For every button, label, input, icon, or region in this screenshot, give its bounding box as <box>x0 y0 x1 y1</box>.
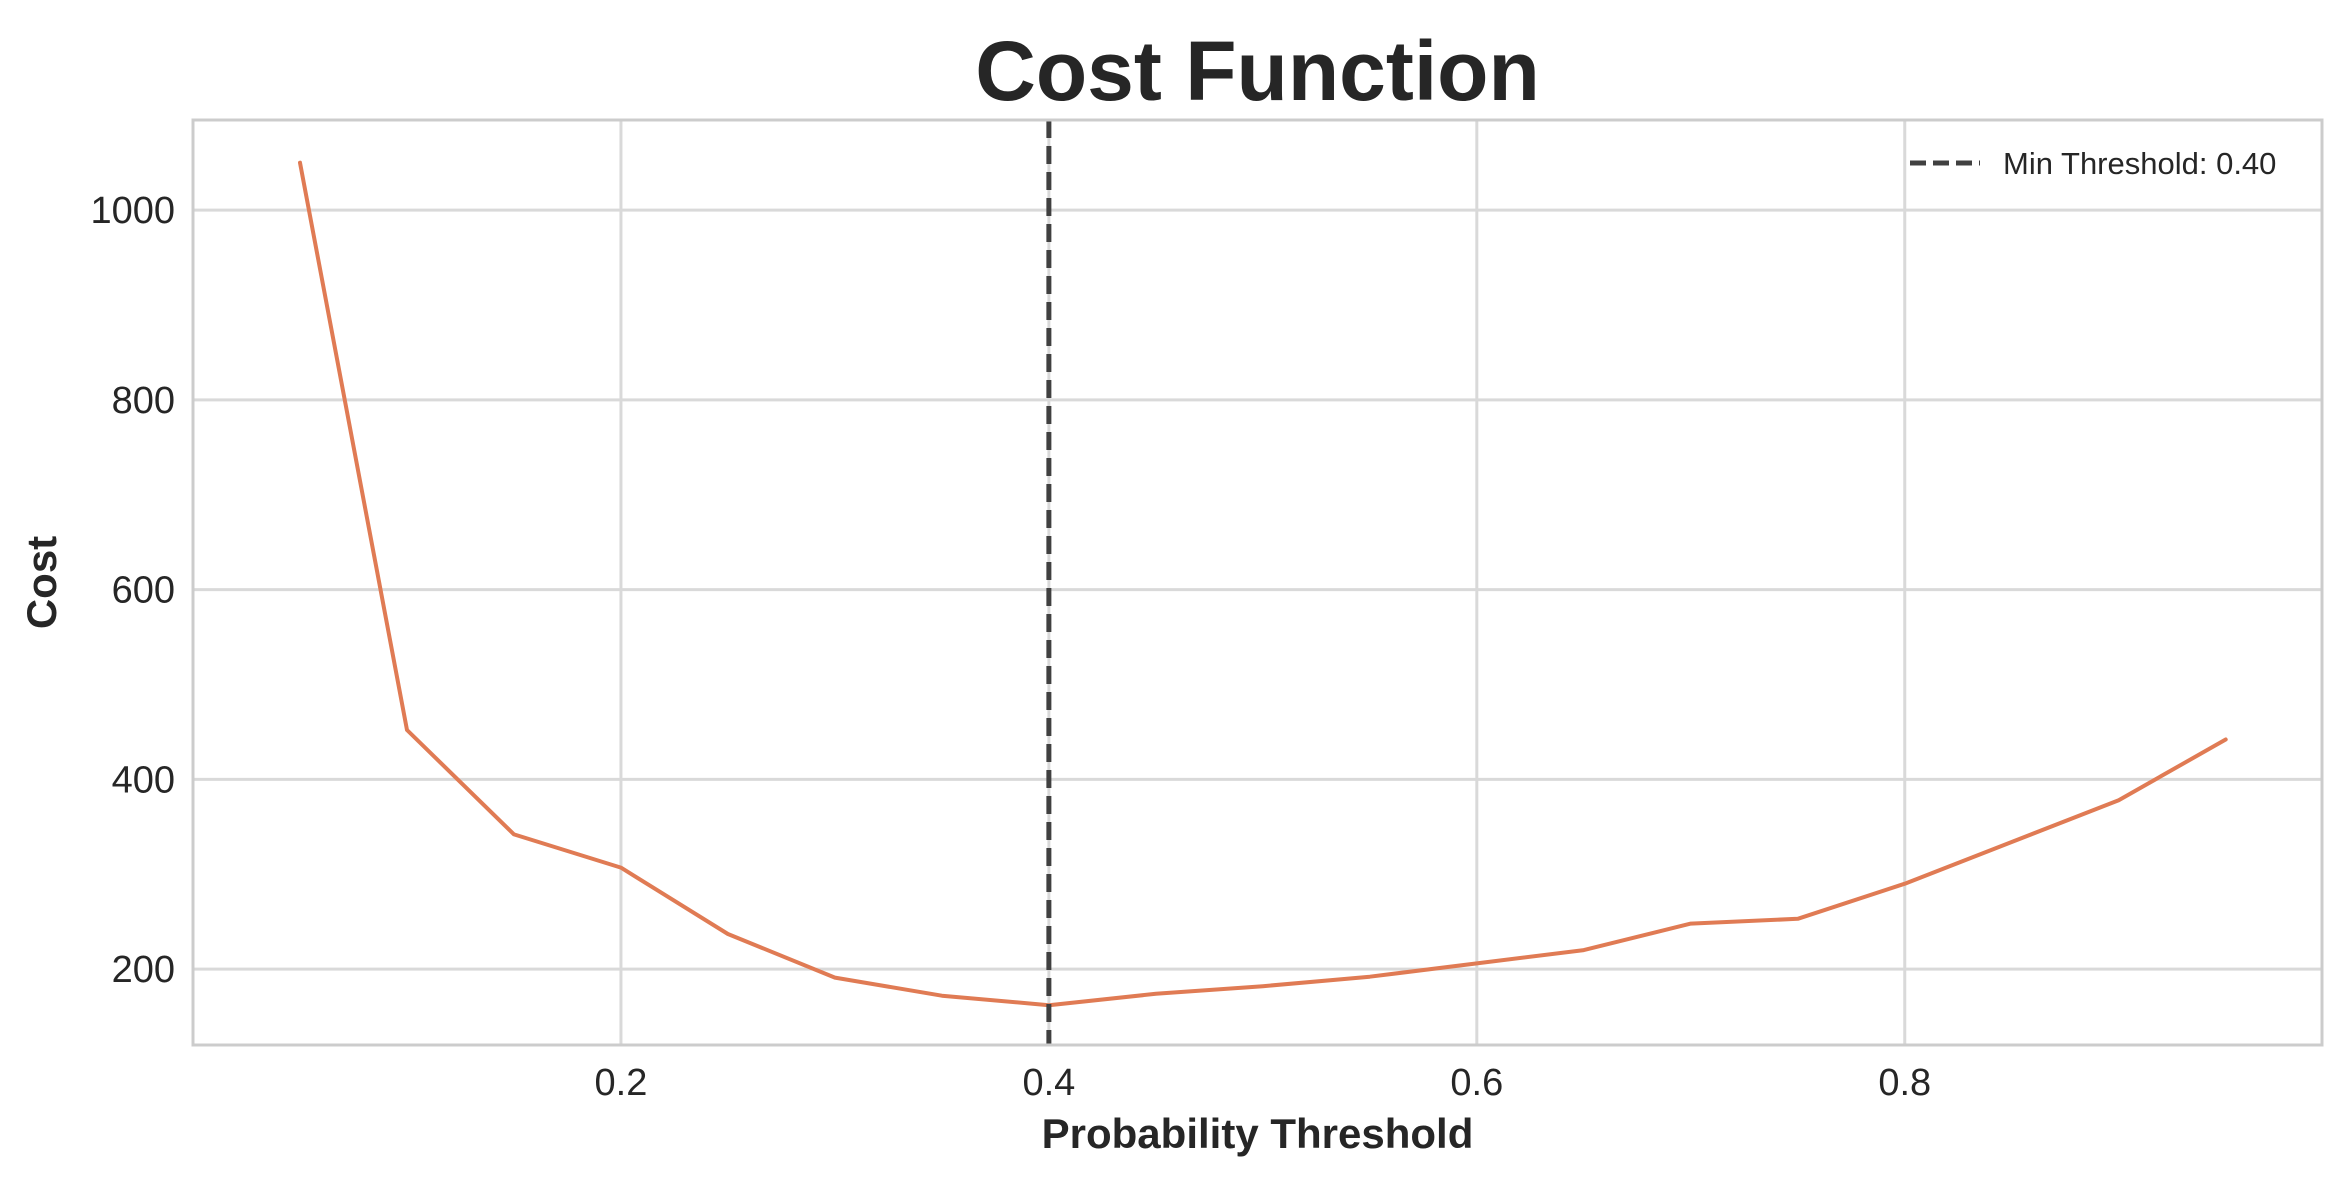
y-tick-label: 1000 <box>90 190 175 232</box>
y-tick-label: 600 <box>112 570 175 612</box>
grid-layer <box>193 120 2322 1045</box>
y-tick-label: 800 <box>112 380 175 422</box>
cost-series-line <box>298 160 2228 1008</box>
legend: Min Threshold: 0.40 <box>1910 146 2276 181</box>
series-layer <box>298 160 2228 1008</box>
x-axis-label: Probability Threshold <box>1042 1110 1474 1157</box>
x-tick-label: 0.2 <box>595 1062 648 1104</box>
y-tick-label: 400 <box>112 759 175 801</box>
y-tick-label: 200 <box>112 949 175 991</box>
x-tick-label: 0.8 <box>1878 1062 1931 1104</box>
chart-title: Cost Function <box>975 24 1540 118</box>
legend-label: Min Threshold: 0.40 <box>2003 146 2276 181</box>
plot-frame <box>191 118 2324 1047</box>
ticks-layer: 0.2 0.4 0.6 0.8 200 400 600 800 1000 <box>90 190 1931 1104</box>
x-tick-label: 0.6 <box>1450 1062 1503 1104</box>
y-axis-label: Cost <box>18 536 65 629</box>
x-tick-label: 0.4 <box>1022 1062 1075 1104</box>
